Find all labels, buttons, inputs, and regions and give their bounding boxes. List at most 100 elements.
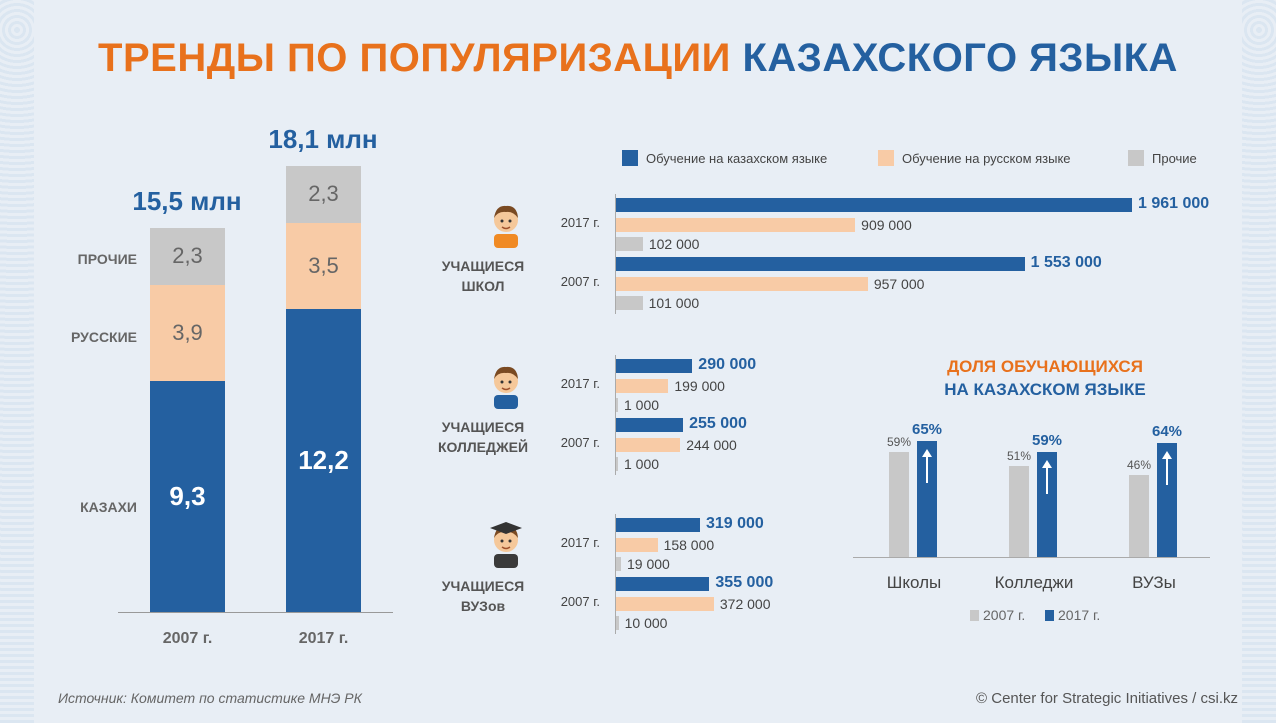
bar [616, 217, 856, 232]
bar [616, 398, 618, 412]
legend-swatch [970, 609, 979, 621]
axis-line [615, 514, 616, 634]
x-tick-label: ВУЗы [1132, 573, 1176, 592]
bar [616, 537, 658, 552]
category-label-line: УЧАЩИЕСЯ [441, 419, 525, 435]
legend-label: Прочие [1152, 150, 1197, 166]
stack-segment: 2,3 [150, 227, 225, 285]
category-label-line: ШКОЛ [461, 278, 505, 294]
bar [616, 596, 714, 611]
bar-value: 319 000 [705, 515, 764, 532]
bar [616, 296, 643, 310]
bar-value: 102 000 [648, 236, 700, 252]
axis-line [615, 355, 616, 475]
legend-label: Обучение на казахском языке [646, 150, 828, 166]
bar [616, 418, 684, 432]
stack-segment: 3,9 [150, 284, 225, 382]
series-label: КАЗАХИ [80, 499, 137, 515]
series-label: РУССКИЕ [70, 329, 137, 345]
bar [616, 616, 619, 630]
category-label-line: ВУЗов [460, 598, 506, 614]
stack-segment: 3,5 [286, 222, 361, 310]
bar-value: 59% [1031, 431, 1063, 449]
bar [616, 518, 700, 532]
year-label: 2017 г. [560, 535, 600, 550]
year-label: 2017 г. [560, 215, 600, 230]
bar-value: 19 000 [626, 556, 670, 572]
bar [616, 437, 681, 452]
bar [1037, 451, 1057, 557]
legend-swatch [622, 150, 638, 166]
legend-swatch [1045, 609, 1054, 621]
bar-value: 1 961 000 [1138, 195, 1210, 212]
source-note: Источник: Комитет по статистике МНЭ РК [58, 690, 362, 706]
page-title: ТРЕНДЫ ПО ПОПУЛЯРИЗАЦИИ КАЗАХСКОГО ЯЗЫКА [98, 36, 1178, 80]
bar-value: 59% [886, 434, 912, 449]
year-label: 2007 г. [560, 274, 600, 289]
legend-label: 2007 г. [983, 607, 1026, 623]
category-label: УЧАЩИЕСЯ ВУЗов [418, 576, 548, 616]
bar-value: 64% [1151, 423, 1183, 441]
x-tick-label: 2007 г. [162, 630, 213, 647]
year-label: 2007 г. [560, 435, 600, 450]
bar [1129, 475, 1149, 557]
bar-value: 1 000 [624, 456, 660, 472]
bar-value: 355 000 [715, 574, 774, 591]
total-label: 18,1 млн [268, 123, 378, 154]
legend-item: 2007 г. [970, 607, 1025, 623]
bar-value: 290 000 [698, 356, 757, 373]
bar [1009, 466, 1029, 557]
bar-value: 244 000 [686, 436, 737, 453]
bar [616, 577, 710, 591]
year-label: 2007 г. [560, 594, 600, 609]
student-icon [486, 361, 526, 409]
ornament-left [0, 0, 34, 723]
bar-value: 372 000 [719, 595, 771, 612]
total-label: 15,5 млн [132, 185, 242, 216]
bar [616, 359, 693, 373]
baseline [118, 612, 393, 613]
bar [889, 451, 909, 557]
ornament-right [1242, 0, 1276, 723]
bar-value: 51% [1006, 449, 1032, 464]
bar [616, 198, 1132, 212]
category-label-line: УЧАЩИЕСЯ [441, 578, 525, 594]
year-label: 2017 г. [560, 376, 600, 391]
legend-item: Обучение на казахском языке [622, 150, 827, 166]
bar-value: 957 000 [873, 275, 925, 292]
bar-value: 1 000 [624, 397, 660, 413]
bar [616, 257, 1025, 271]
category-label: УЧАЩИЕСЯ ШКОЛ [418, 256, 548, 296]
bar-value: 199 000 [674, 377, 725, 394]
graduate-icon [486, 520, 526, 568]
bar [917, 441, 937, 557]
legend-swatch [1128, 150, 1144, 166]
bar-value: 46% [1126, 458, 1152, 473]
bar-value: 1 553 000 [1030, 254, 1102, 271]
schoolboy-icon [486, 200, 526, 248]
bar [616, 557, 621, 571]
x-tick-label: Школы [886, 573, 942, 592]
category-label: УЧАЩИЕСЯ КОЛЛЕДЖЕЙ [418, 417, 548, 457]
axis-line [615, 194, 616, 314]
bar-value: 255 000 [689, 415, 747, 432]
chart-title: НА КАЗАХСКОМ ЯЗЫКЕ [944, 380, 1146, 399]
bar-value: 10 000 [624, 615, 668, 631]
category-label-line: УЧАЩИЕСЯ [441, 258, 525, 274]
bar-value: 909 000 [861, 216, 912, 233]
legend-label: 2017 г. [1058, 607, 1101, 623]
legend-label: Обучение на русском языке [902, 150, 1071, 166]
bar [1157, 443, 1177, 557]
bar-value: 101 000 [648, 295, 700, 311]
x-tick-label: Колледжи [994, 573, 1074, 592]
stack-segment: 9,3 [150, 381, 225, 612]
arrow-up-icon [922, 449, 932, 484]
baseline [853, 557, 1210, 558]
legend-item: Прочие [1128, 150, 1197, 166]
x-tick-label: 2017 г. [298, 630, 349, 647]
arrow-up-icon [1042, 459, 1052, 494]
stack-segment: 2,3 [286, 165, 361, 223]
chart-title: ДОЛЯ ОБУЧАЮЩИХСЯ [947, 357, 1143, 376]
bar [616, 237, 643, 251]
series-label: ПРОЧИЕ [77, 251, 137, 267]
